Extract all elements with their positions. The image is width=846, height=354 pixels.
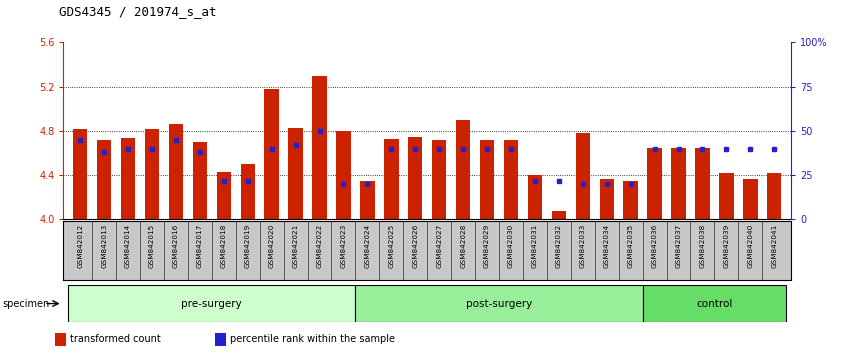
Bar bbox=[575, 133, 590, 219]
Bar bbox=[145, 129, 159, 219]
Text: GSM842012: GSM842012 bbox=[77, 224, 83, 268]
Text: GSM842039: GSM842039 bbox=[723, 224, 729, 268]
Bar bbox=[624, 181, 638, 219]
Bar bbox=[767, 173, 782, 219]
Bar bbox=[360, 181, 375, 219]
Text: GSM842020: GSM842020 bbox=[269, 224, 275, 268]
Bar bbox=[215, 333, 226, 346]
Bar bbox=[552, 211, 566, 219]
Text: GSM842031: GSM842031 bbox=[532, 224, 538, 268]
Text: GSM842038: GSM842038 bbox=[700, 224, 706, 268]
Bar bbox=[312, 76, 327, 219]
Bar bbox=[288, 128, 303, 219]
Text: GSM842014: GSM842014 bbox=[125, 224, 131, 268]
Text: GSM842016: GSM842016 bbox=[173, 224, 179, 268]
Bar bbox=[73, 129, 87, 219]
Bar bbox=[643, 285, 786, 322]
Text: pre-surgery: pre-surgery bbox=[181, 298, 242, 309]
Bar bbox=[240, 164, 255, 219]
Text: GSM842022: GSM842022 bbox=[316, 224, 322, 268]
Bar bbox=[504, 140, 518, 219]
Text: GSM842033: GSM842033 bbox=[580, 224, 585, 268]
Bar bbox=[647, 148, 662, 219]
Text: post-surgery: post-surgery bbox=[466, 298, 532, 309]
Text: percentile rank within the sample: percentile rank within the sample bbox=[230, 334, 395, 344]
Bar bbox=[217, 172, 231, 219]
Bar bbox=[97, 140, 112, 219]
Bar bbox=[265, 89, 279, 219]
Bar bbox=[193, 142, 207, 219]
Text: GSM842028: GSM842028 bbox=[460, 224, 466, 268]
Text: GSM842017: GSM842017 bbox=[197, 224, 203, 268]
Text: transformed count: transformed count bbox=[69, 334, 161, 344]
Bar bbox=[528, 175, 542, 219]
Bar bbox=[55, 333, 66, 346]
Text: GSM842019: GSM842019 bbox=[244, 224, 250, 268]
Text: GSM842013: GSM842013 bbox=[102, 224, 107, 268]
Text: specimen: specimen bbox=[3, 298, 50, 309]
Bar bbox=[336, 131, 350, 219]
Text: GSM842037: GSM842037 bbox=[675, 224, 682, 268]
Bar bbox=[456, 120, 470, 219]
Bar bbox=[600, 178, 614, 219]
Text: GSM842040: GSM842040 bbox=[747, 224, 753, 268]
Text: GSM842035: GSM842035 bbox=[628, 224, 634, 268]
Bar bbox=[384, 139, 398, 219]
Text: GSM842025: GSM842025 bbox=[388, 224, 394, 268]
Bar bbox=[480, 140, 494, 219]
Bar bbox=[355, 285, 643, 322]
Text: GSM842030: GSM842030 bbox=[508, 224, 514, 268]
Bar bbox=[168, 124, 183, 219]
Text: GSM842023: GSM842023 bbox=[340, 224, 347, 268]
Text: GSM842034: GSM842034 bbox=[604, 224, 610, 268]
Bar bbox=[432, 140, 447, 219]
Bar bbox=[719, 173, 733, 219]
Text: GSM842021: GSM842021 bbox=[293, 224, 299, 268]
Bar bbox=[672, 148, 686, 219]
Text: GSM842029: GSM842029 bbox=[484, 224, 490, 268]
Text: GSM842018: GSM842018 bbox=[221, 224, 227, 268]
Bar bbox=[121, 138, 135, 219]
Bar bbox=[69, 285, 355, 322]
Text: control: control bbox=[696, 298, 733, 309]
Text: GSM842041: GSM842041 bbox=[772, 224, 777, 268]
Bar bbox=[695, 148, 710, 219]
Bar bbox=[743, 178, 757, 219]
Text: GSM842015: GSM842015 bbox=[149, 224, 155, 268]
Text: GSM842026: GSM842026 bbox=[412, 224, 418, 268]
Text: GSM842032: GSM842032 bbox=[556, 224, 562, 268]
Text: GDS4345 / 201974_s_at: GDS4345 / 201974_s_at bbox=[59, 5, 217, 18]
Text: GSM842027: GSM842027 bbox=[437, 224, 442, 268]
Bar bbox=[408, 137, 422, 219]
Text: GSM842036: GSM842036 bbox=[651, 224, 657, 268]
Text: GSM842024: GSM842024 bbox=[365, 224, 371, 268]
